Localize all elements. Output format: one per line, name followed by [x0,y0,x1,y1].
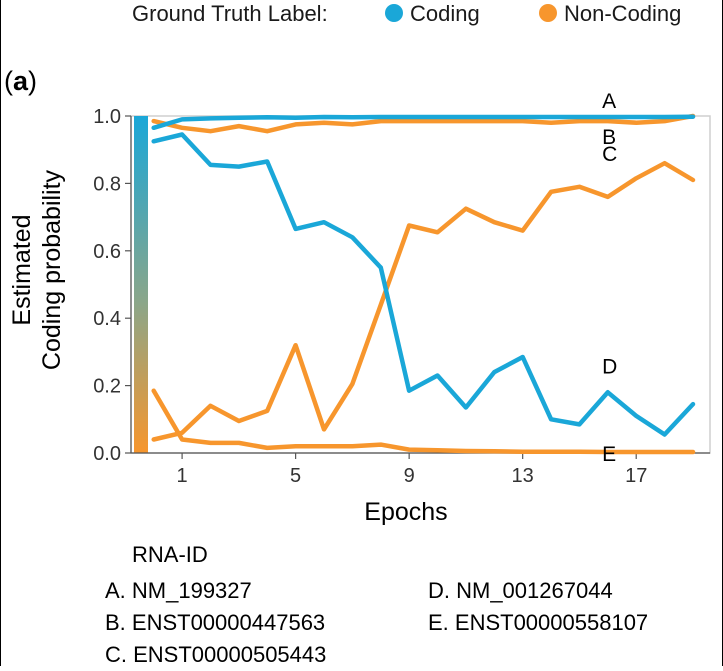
panel-label-letter: a [13,66,29,96]
y-axis-title-line1: Estimated [8,214,36,325]
legend-label-coding: Coding [410,1,480,26]
legend-marker-coding [385,4,403,22]
series-tag-d: D [602,355,617,378]
panel-label: (a) [4,66,37,96]
y-tick-label: 0.2 [93,376,121,398]
y-tick-label: 0.0 [93,443,121,465]
series-tag-b: B [602,126,616,149]
series-tag-c: C [602,143,617,166]
rna-id-item-e: E. ENST00000558107 [428,610,648,635]
x-tick-label: 1 [177,465,188,487]
y-tick-label: 1.0 [93,106,121,128]
x-tick-label: 9 [404,465,415,487]
legend-label-non-coding: Non-Coding [564,1,681,26]
rna-id-title: RNA-ID [132,542,208,567]
panel-label-close: ) [28,66,37,96]
y-axis-title-line2: Coding probability [38,169,66,370]
color-gradient-bar [134,116,148,453]
x-tick-label: 13 [512,465,534,487]
y-ticks: 0.0 0.2 0.4 0.6 0.8 1.0 [93,106,131,465]
legend-marker-non-coding [539,4,557,22]
rna-id-list: RNA-ID A. NM_199327 B. ENST00000447563 C… [105,542,648,667]
x-tick-label: 17 [625,465,647,487]
rna-id-item-d: D. NM_001267044 [428,578,613,603]
rna-id-item-b: B. ENST00000447563 [105,610,325,635]
legend-title: Ground Truth Label: [132,1,328,26]
legend: Ground Truth Label: Coding Non-Coding [132,1,681,26]
series-line-a [151,114,696,131]
series-layer [151,113,696,455]
series-line-b [151,113,696,134]
y-tick-label: 0.8 [93,173,121,195]
panel-label-open: ( [4,66,13,96]
series-line-d [151,132,696,437]
y-tick-label: 0.4 [93,308,121,330]
series-tag-e: E [602,443,616,466]
x-axis-title: Epochs [364,498,447,526]
y-tick-label: 0.6 [93,241,121,263]
series-tag-a: A [602,90,616,113]
rna-id-item-a: A. NM_199327 [105,578,252,603]
series-tags: ABC D E [602,90,617,466]
series-line-c [151,160,696,442]
series-line-e [151,388,696,455]
x-tick-label: 5 [290,465,301,487]
x-ticks: 1 5 9 13 17 [177,453,647,487]
rna-id-item-c: C. ENST00000505443 [105,642,326,666]
